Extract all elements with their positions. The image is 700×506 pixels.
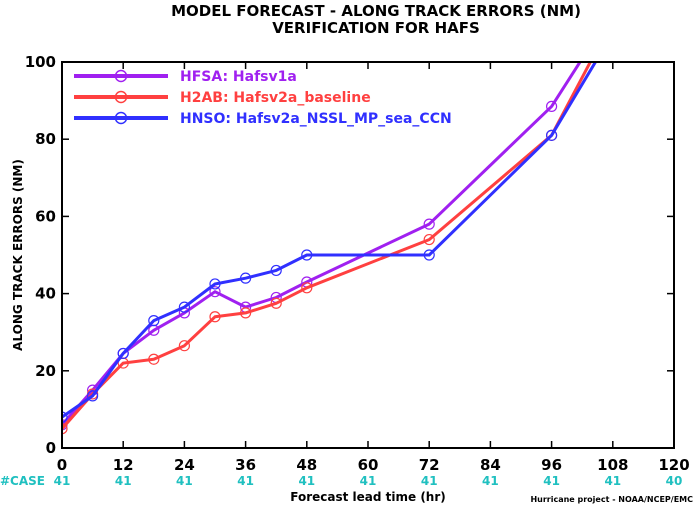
- x-tick-label: 96: [541, 456, 562, 474]
- data-point: [178, 340, 190, 352]
- data-point: [148, 315, 160, 327]
- legend-item: HFSA: Hafsv1a: [74, 69, 297, 85]
- data-point: [423, 218, 435, 230]
- data-point: [423, 249, 435, 261]
- x-tick-label: 0: [57, 456, 67, 474]
- chart-title: MODEL FORECAST - ALONG TRACK ERRORS (NM): [171, 2, 581, 20]
- x-tick-label: 84: [480, 456, 501, 474]
- y-tick-label: 20: [35, 362, 56, 380]
- x-tick-label: 60: [358, 456, 379, 474]
- series: [62, 62, 598, 423]
- legend-label: HNSO: Hafsv2a_NSSL_MP_sea_CCN: [180, 111, 452, 127]
- x-tick-label: 120: [658, 456, 689, 474]
- axis-layer: 0411241244136414841604172418441964110841…: [25, 53, 690, 488]
- data-point: [178, 301, 190, 313]
- legend-item: H2AB: Hafsv2a_baseline: [74, 90, 371, 106]
- legend-swatch-marker: [114, 69, 128, 83]
- data-point: [62, 411, 68, 423]
- legend-label: HFSA: Hafsv1a: [180, 69, 297, 85]
- series-layer: [62, 62, 598, 435]
- case-count: 41: [360, 474, 377, 488]
- x-tick-label: 36: [235, 456, 256, 474]
- data-point: [240, 272, 252, 284]
- case-count: 41: [54, 474, 71, 488]
- data-point: [209, 286, 221, 298]
- data-point: [209, 278, 221, 290]
- data-point: [86, 390, 99, 402]
- case-count: 41: [298, 474, 315, 488]
- x-tick-label: 24: [174, 456, 195, 474]
- legend-label: H2AB: Hafsv2a_baseline: [180, 90, 371, 106]
- x-tick-label: 72: [419, 456, 440, 474]
- y-axis-label: ALONG TRACK ERRORS (NM): [11, 159, 25, 351]
- case-count: 41: [482, 474, 499, 488]
- x-tick-label: 48: [296, 456, 317, 474]
- y-tick-label: 60: [35, 207, 56, 225]
- case-count: 41: [237, 474, 254, 488]
- data-point: [240, 307, 252, 319]
- y-tick-label: 0: [46, 439, 56, 457]
- y-tick-label: 100: [25, 53, 56, 71]
- case-count: 41: [421, 474, 438, 488]
- data-point: [209, 311, 221, 323]
- chart-subtitle: VERIFICATION FOR HAFS: [272, 19, 480, 37]
- data-point: [545, 129, 558, 141]
- data-point: [301, 282, 313, 294]
- case-count: 41: [604, 474, 621, 488]
- legend-swatch-marker: [114, 90, 128, 104]
- x-tick-label: 12: [113, 456, 134, 474]
- legend-swatch-marker: [114, 111, 128, 125]
- x-axis-label: Forecast lead time (hr): [290, 490, 446, 504]
- data-point: [423, 233, 435, 246]
- y-tick-label: 40: [35, 285, 56, 303]
- plot-area: 0411241244136414841604172418441964110841…: [25, 53, 690, 488]
- case-count: 41: [176, 474, 193, 488]
- credit-text: Hurricane project - NOAA/NCEP/EMC: [530, 495, 693, 504]
- x-tick-label: 108: [597, 456, 628, 474]
- data-point: [117, 347, 129, 360]
- case-count: 41: [115, 474, 132, 488]
- y-tick-label: 80: [35, 130, 56, 148]
- data-point: [270, 264, 282, 277]
- data-point: [301, 249, 313, 261]
- data-point: [270, 297, 282, 309]
- legend-item: HNSO: Hafsv2a_NSSL_MP_sea_CCN: [74, 111, 452, 127]
- data-point: [62, 423, 68, 435]
- case-count: 41: [543, 474, 560, 488]
- data-point: [148, 353, 160, 365]
- case-count: 40: [666, 474, 683, 488]
- series-line: [62, 62, 598, 419]
- legend: HFSA: Hafsv1a H2AB: Hafsv2a_baseline HNSO:…: [74, 69, 452, 127]
- series-line: [62, 62, 593, 430]
- case-label: #CASE: [0, 474, 45, 488]
- data-point: [545, 100, 558, 112]
